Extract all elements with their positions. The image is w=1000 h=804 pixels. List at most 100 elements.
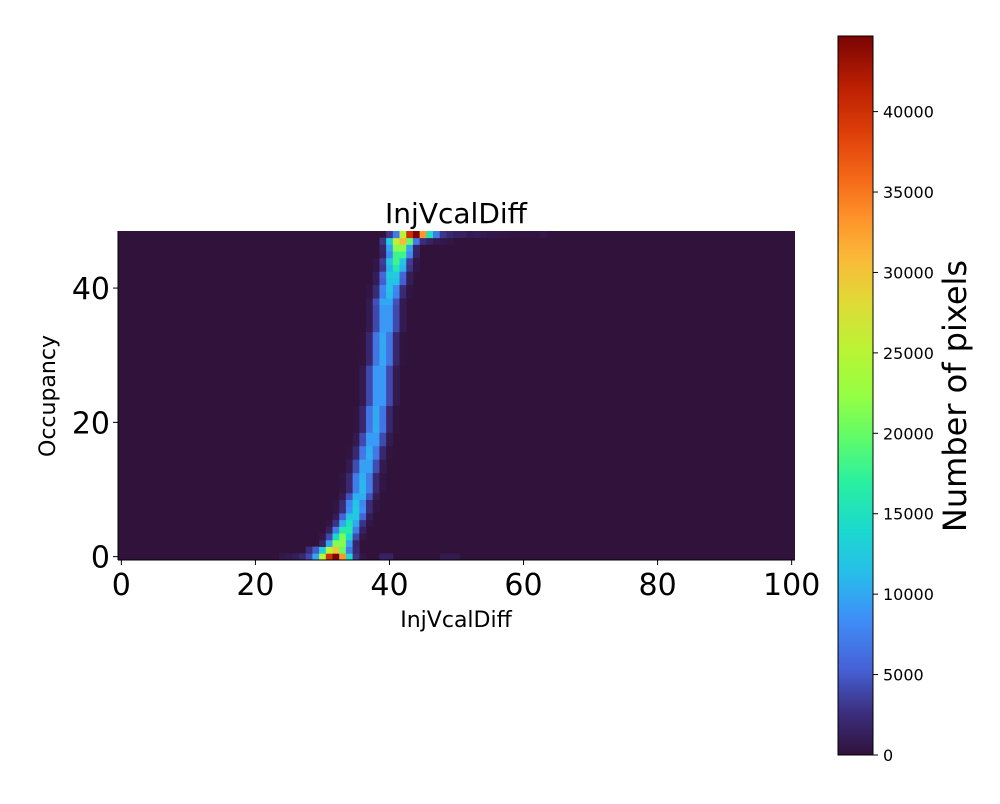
heatmap-cell [386,298,394,306]
heatmap-cell [500,231,508,239]
heatmap-cell [372,459,380,467]
heatmap-cell [399,358,407,366]
heatmap-cell [406,291,414,299]
heatmap-cell [345,445,354,453]
heatmap-cell [459,231,467,239]
heatmap-cell [332,533,340,541]
heatmap-cell [406,284,414,292]
heatmap-cell [392,412,400,420]
heatmap-cell [406,237,414,245]
heatmap-cell [359,345,367,353]
heatmap-cell [399,271,407,279]
heatmap-cell [352,499,360,507]
heatmap-cell [372,385,380,393]
heatmap-cell [359,392,367,400]
y-tick-label: 0 [91,541,110,576]
heatmap-cell [332,519,340,527]
heatmap-cell [379,432,387,440]
heatmap-cell [372,291,380,299]
heatmap-cell [352,445,360,453]
heatmap-cell [339,492,347,500]
heatmap-cell [392,351,400,359]
heatmap-cell [372,445,380,453]
heatmap-cell [372,318,380,326]
heatmap-cell [386,385,394,393]
heatmap-cell [352,439,360,447]
heatmap-cell [506,231,514,239]
heatmap-cell [339,479,347,487]
heatmap-cell [446,231,454,239]
heatmap-cell [379,351,387,359]
heatmap-cell [399,244,407,252]
heatmap-cell [366,445,374,453]
heatmap-cell [278,553,286,561]
heatmap-cell [332,513,340,521]
heatmap-cell [372,492,380,500]
heatmap-cell [372,378,380,386]
heatmap-cell [379,398,387,406]
heatmap-cell [439,553,447,561]
heatmap-cell [493,231,501,239]
heatmap-cell [345,452,354,460]
heatmap-cell [372,345,380,353]
heatmap-cell [386,405,394,413]
heatmap-cell [392,378,400,386]
heatmap-cell [446,553,454,561]
heatmap-cell [392,385,400,393]
heatmap-cell [479,231,488,239]
heatmap-cell [412,251,421,259]
heatmap-cell [533,231,541,239]
heatmap-cell [359,358,367,366]
heatmap-cell [332,499,340,507]
heatmap-cell [386,452,394,460]
heatmap-cell [379,365,387,373]
heatmap-cell [386,372,394,380]
heatmap-cell [399,284,407,292]
colorbar: 0 5000 10000 15000 20000 25000 30000 35000 40000 [837,35,934,765]
heatmap-cell [372,358,380,366]
heatmap-cell [386,351,394,359]
heatmap-cell [379,345,387,353]
heatmap-cell [339,546,347,554]
heatmap-cell [386,358,394,366]
heatmap-cell [386,365,394,373]
heatmap-cell [359,432,367,440]
heatmap-cell [513,231,521,239]
heatmap-cell [399,311,407,319]
heatmap-cell [372,472,380,480]
heatmap-cell [386,345,394,353]
heatmap-cell [339,539,347,547]
heatmap-cell [352,506,360,514]
heatmap-cell [345,479,354,487]
heatmap-cell [339,499,347,507]
heatmap-cell [372,264,380,272]
heatmap-cell [379,298,387,306]
heatmap-cell [345,459,354,467]
heatmap-cell [399,345,407,353]
heatmap-cell [366,519,374,527]
plot-area [118,231,795,561]
heatmap-cell [345,486,354,494]
heatmap-cell [386,439,394,447]
heatmap-cell [372,278,380,286]
heatmap-cell [366,298,374,306]
heatmap-cell [379,372,387,380]
heatmap-cell [392,291,400,299]
heatmap-cell [399,251,407,259]
heatmap-cell [372,439,380,447]
heatmap-cell [386,432,394,440]
heatmap-cell [379,271,387,279]
heatmap-cell [392,358,400,366]
heatmap-cell [426,231,434,239]
heatmap-cell [366,486,374,494]
colorbar-tick-label: 35000 [883,183,934,202]
heatmap-cell [372,365,380,373]
heatmap-cell [453,231,461,239]
heatmap-cell [359,412,367,420]
heatmap-cell [439,231,447,239]
heatmap-cell [345,533,354,541]
colorbar-gradient [837,35,874,756]
heatmap-cell [399,331,407,339]
heatmap-cell [325,533,333,541]
heatmap-cell [319,553,327,561]
